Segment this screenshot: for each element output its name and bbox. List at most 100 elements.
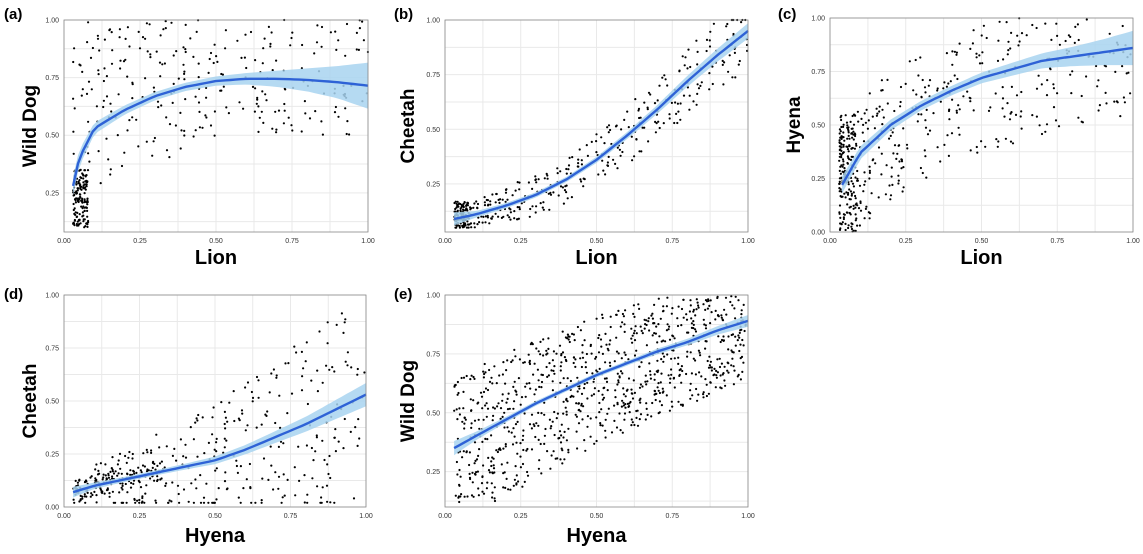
data-point xyxy=(478,221,481,224)
data-point xyxy=(643,318,646,321)
data-point xyxy=(632,304,636,307)
data-point xyxy=(494,201,497,204)
data-point xyxy=(156,475,159,478)
data-point xyxy=(74,213,77,216)
data-point xyxy=(213,501,216,504)
data-point xyxy=(220,401,223,404)
data-point xyxy=(696,92,699,95)
x-tick-label: 0.00 xyxy=(57,513,71,520)
data-point xyxy=(661,352,664,355)
data-point xyxy=(274,471,277,474)
data-point xyxy=(595,140,598,143)
data-point xyxy=(270,31,273,34)
data-point xyxy=(78,193,81,196)
data-point xyxy=(467,226,470,229)
data-point xyxy=(720,316,723,319)
data-point xyxy=(547,347,550,350)
data-point xyxy=(472,495,475,498)
data-point xyxy=(598,401,601,405)
data-point xyxy=(260,110,263,113)
data-point xyxy=(268,391,271,394)
data-point xyxy=(550,369,553,372)
data-point xyxy=(83,493,86,496)
data-point xyxy=(168,123,172,126)
data-point xyxy=(548,208,551,211)
data-point xyxy=(886,102,889,105)
x-tick-label: 0.50 xyxy=(209,238,223,245)
data-point xyxy=(630,424,633,427)
data-point xyxy=(886,78,889,81)
data-point xyxy=(565,397,568,400)
scatter-points xyxy=(453,18,749,229)
data-point xyxy=(95,494,98,497)
data-point xyxy=(513,435,516,438)
data-point xyxy=(663,74,666,77)
data-point xyxy=(668,325,671,328)
data-point xyxy=(506,426,509,429)
data-point xyxy=(472,375,475,379)
data-point xyxy=(95,105,98,108)
data-point xyxy=(82,205,85,208)
data-point xyxy=(77,180,80,183)
data-point xyxy=(851,136,854,139)
data-point xyxy=(623,351,626,354)
data-point xyxy=(949,80,952,83)
data-point xyxy=(164,20,167,23)
data-point xyxy=(255,102,258,105)
x-tick-label: 0.00 xyxy=(57,238,71,245)
data-point xyxy=(589,417,592,420)
data-point xyxy=(850,180,853,183)
data-point xyxy=(85,92,89,95)
data-point xyxy=(955,111,959,114)
data-point xyxy=(140,471,143,474)
data-point xyxy=(726,22,729,26)
data-point xyxy=(516,206,519,209)
data-point xyxy=(514,465,517,468)
data-point xyxy=(133,472,136,475)
data-point xyxy=(277,109,281,112)
data-point xyxy=(666,353,669,356)
data-point xyxy=(203,452,206,455)
data-point xyxy=(560,361,563,364)
data-point xyxy=(697,306,700,309)
data-point xyxy=(79,499,82,502)
data-point xyxy=(563,458,566,461)
data-point xyxy=(535,347,538,350)
data-point xyxy=(691,394,694,397)
data-point xyxy=(645,383,648,386)
data-point xyxy=(199,474,202,477)
data-point xyxy=(311,477,314,480)
data-point xyxy=(1016,34,1019,37)
data-point xyxy=(537,424,540,427)
data-point xyxy=(932,112,935,115)
data-point xyxy=(618,148,622,151)
data-point xyxy=(715,369,718,372)
data-point xyxy=(184,98,187,101)
data-point xyxy=(607,407,610,410)
data-point xyxy=(1057,125,1061,128)
data-point xyxy=(118,491,121,494)
data-point xyxy=(175,459,178,462)
data-point xyxy=(211,416,214,419)
data-point xyxy=(155,50,158,53)
data-point xyxy=(854,206,857,209)
data-point xyxy=(572,356,576,359)
data-point xyxy=(126,491,129,494)
data-point xyxy=(110,62,114,65)
data-point xyxy=(269,445,272,448)
data-point xyxy=(182,488,186,491)
data-point xyxy=(1069,35,1072,39)
data-point xyxy=(486,388,490,392)
data-point xyxy=(847,183,850,186)
data-point xyxy=(159,34,162,37)
data-point xyxy=(583,320,586,323)
data-point xyxy=(924,91,927,94)
data-point xyxy=(663,355,666,358)
data-point xyxy=(657,389,660,392)
data-point xyxy=(124,58,127,61)
data-point xyxy=(241,412,244,415)
data-point xyxy=(160,460,163,463)
data-point xyxy=(282,122,285,125)
data-point xyxy=(219,89,222,92)
data-point xyxy=(504,191,508,194)
